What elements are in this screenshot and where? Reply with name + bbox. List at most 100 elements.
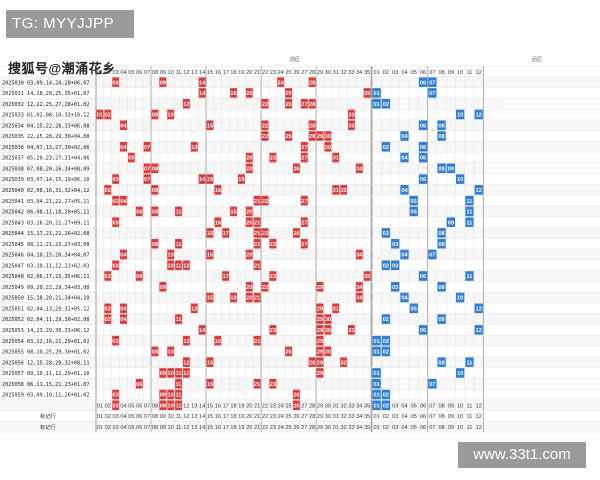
- front-column-header: 19: [238, 70, 244, 76]
- footer-front-number: 32: [340, 425, 346, 431]
- front-ball: [316, 357, 324, 367]
- back-ball-number: 05: [411, 306, 417, 312]
- front-ball: [230, 292, 237, 303]
- draw-row-label: 2025058 06,11,15,21,23+01,07: [2, 382, 89, 388]
- front-ball: [253, 378, 261, 389]
- front-ball-number: 26: [293, 393, 299, 399]
- footer-back-number: 03: [392, 403, 398, 409]
- front-ball: [175, 260, 182, 271]
- front-ball-number: 02: [105, 317, 111, 323]
- draw-row-label: 2025050 15,18,20,21,34+04,10: [2, 296, 89, 302]
- back-ball: [400, 292, 409, 303]
- footer-front-number: 15: [207, 414, 213, 420]
- back-ball: [428, 378, 437, 389]
- front-ball: [348, 120, 355, 131]
- front-ball-number: 20: [246, 220, 252, 226]
- front-ball: [167, 346, 175, 357]
- front-ball-number: 12: [183, 339, 189, 345]
- back-ball-number: 08: [438, 134, 444, 140]
- front-ball-number: 14: [199, 91, 206, 97]
- footer-front-number: 06: [136, 403, 142, 409]
- back-ball-number: 12: [476, 328, 482, 334]
- back-ball: [446, 163, 456, 174]
- back-ball: [381, 389, 391, 400]
- back-ball-number: 01: [374, 91, 380, 97]
- front-ball: [112, 174, 120, 184]
- back-section-label: 后区: [532, 57, 543, 63]
- footer-back-number: 12: [476, 414, 482, 420]
- front-ball: [175, 389, 182, 400]
- front-ball-number: 23: [270, 382, 276, 388]
- footer-front-number: 31: [333, 403, 339, 409]
- front-ball: [363, 88, 371, 98]
- back-ball: [372, 389, 381, 400]
- front-ball: [324, 141, 332, 152]
- front-ball-number: 33: [348, 113, 354, 119]
- footer-front-number: 21: [254, 425, 260, 431]
- front-ball: [293, 389, 300, 400]
- front-ball: [332, 185, 340, 195]
- draw-row-label: 2025049 09,20,22,29,34+03,08: [2, 285, 89, 291]
- footer-front-number: 30: [325, 414, 331, 420]
- front-column-header: 21: [254, 70, 260, 76]
- front-ball: [104, 185, 112, 195]
- front-ball-number: 06: [136, 382, 142, 388]
- front-ball-number: 29: [317, 350, 323, 356]
- front-ball-number: 22: [262, 102, 268, 108]
- footer-front-number: 08: [152, 403, 158, 409]
- front-ball: [245, 282, 253, 292]
- back-ball: [437, 282, 446, 292]
- row-stripe: [0, 184, 600, 196]
- footer-front-number: 09: [160, 414, 166, 420]
- front-ball: [285, 131, 292, 141]
- back-ball-number: 04: [401, 134, 408, 140]
- draw-row-label: 2025055 08,10,25,29,30+01,02: [2, 350, 89, 356]
- back-ball-number: 12: [476, 306, 482, 312]
- footer-front-number: 34: [356, 425, 362, 431]
- back-ball-number: 06: [420, 177, 426, 183]
- front-ball: [269, 238, 277, 249]
- front-ball: [112, 335, 120, 346]
- front-ball-number: 21: [254, 339, 260, 345]
- front-column-header: 03: [113, 70, 119, 76]
- draw-row-label: 2025048 02,06,17,23,35+06,11: [2, 274, 89, 280]
- front-ball-number: 15: [207, 231, 213, 237]
- front-ball: [308, 98, 316, 109]
- back-ball: [428, 249, 437, 260]
- back-column-header: 04: [401, 70, 407, 76]
- footer-back-number: 09: [448, 403, 454, 409]
- front-ball: [214, 217, 222, 227]
- front-column-header: 28: [309, 70, 315, 76]
- front-ball: [135, 206, 143, 217]
- front-ball-number: 15: [207, 382, 213, 388]
- footer-front-number: 13: [191, 414, 197, 420]
- front-ball-number: 07: [144, 145, 150, 151]
- footer-front-number: 26: [293, 414, 299, 420]
- footer-front-number: 29: [317, 414, 323, 420]
- back-ball: [465, 206, 474, 217]
- front-ball-number: 28: [309, 360, 315, 366]
- footer-back-number: 08: [438, 403, 444, 409]
- footer-front-number: 27: [301, 403, 307, 409]
- front-ball-number: 03: [113, 263, 119, 269]
- front-ball-number: 17: [223, 231, 229, 237]
- front-ball: [324, 314, 332, 324]
- front-ball: [175, 238, 182, 249]
- back-ball-number: 11: [466, 220, 472, 226]
- front-ball-number: 08: [152, 210, 158, 216]
- back-ball-number: 01: [374, 382, 380, 388]
- front-ball: [316, 303, 324, 314]
- front-ball-number: 15: [207, 253, 213, 259]
- front-ball: [245, 88, 253, 98]
- footer-front-number: 09: [160, 403, 166, 409]
- back-ball: [465, 217, 474, 227]
- footer-front-number: 26: [293, 403, 299, 409]
- footer-back-number: 07: [429, 403, 435, 409]
- back-ball: [446, 217, 456, 227]
- front-ball-number: 30: [325, 350, 331, 356]
- front-ball: [112, 389, 120, 400]
- footer-front-number: 03: [113, 414, 119, 420]
- footer-front-number: 11: [176, 425, 182, 431]
- front-ball-number: 12: [183, 360, 189, 366]
- back-ball-number: 06: [420, 274, 426, 280]
